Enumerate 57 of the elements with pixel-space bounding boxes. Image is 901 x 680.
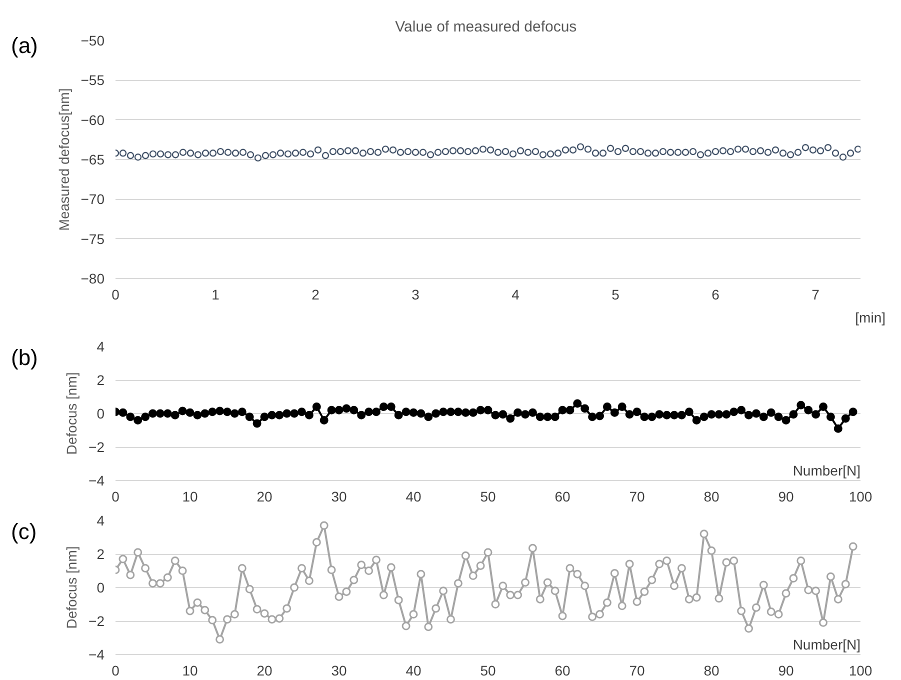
x-tick-label: 100: [848, 662, 872, 678]
x-tick-label: 70: [629, 488, 645, 504]
x-axis-title: Number[N]: [792, 462, 861, 478]
y-tick-label: 2: [96, 546, 105, 562]
y-axis-title: Defocus [nm]: [64, 546, 80, 629]
y-tick-label: 0: [96, 580, 105, 596]
x-tick-label: 5: [612, 286, 620, 302]
x-tick-label: 3: [412, 286, 420, 302]
x-tick-label: 0: [112, 662, 120, 678]
y-tick-label: −4: [88, 472, 105, 488]
x-tick-label: 1: [212, 286, 220, 302]
y-tick-label: 4: [96, 338, 105, 354]
x-tick-label: 50: [480, 488, 496, 504]
text: (b): [11, 344, 38, 372]
x-tick-label: 30: [331, 488, 347, 504]
x-tick-label: 40: [406, 488, 422, 504]
x-tick-label: 0: [112, 488, 120, 504]
x-tick-label: 60: [554, 488, 570, 504]
x-tick-label: 0: [112, 286, 120, 302]
x-tick-label: 20: [256, 488, 272, 504]
x-tick-label: 40: [406, 662, 422, 678]
y-tick-label: −55: [80, 72, 105, 88]
x-tick-label: 2: [312, 286, 320, 302]
y-tick-label: −2: [88, 439, 105, 455]
y-tick-label: −75: [80, 230, 105, 247]
x-tick-label: 20: [256, 662, 272, 678]
y-axis-title: Measured defocus[nm]: [56, 88, 72, 231]
x-tick-label: 30: [331, 662, 347, 678]
x-tick-label: 80: [704, 662, 720, 678]
x-tick-label: 80: [704, 488, 720, 504]
y-tick-label: −65: [80, 152, 105, 168]
y-tick-label: −60: [80, 112, 105, 128]
x-axis-title: [min]: [855, 310, 886, 326]
y-tick-label: −80: [80, 270, 105, 286]
x-tick-label: 90: [778, 488, 794, 504]
text: (a): [11, 32, 38, 60]
x-tick-label: 10: [182, 662, 198, 678]
y-tick-label: −4: [88, 646, 105, 662]
y-tick-label: −70: [80, 191, 105, 208]
x-tick-label: 60: [554, 662, 570, 678]
chart-title: Value of measured defocus: [395, 18, 577, 36]
x-tick-label: 4: [512, 286, 520, 302]
y-axis-title: Defocus [nm]: [64, 372, 80, 455]
y-tick-label: 2: [96, 372, 105, 388]
y-tick-label: 4: [96, 512, 105, 528]
text: (c): [11, 518, 37, 546]
x-axis-title: Number[N]: [792, 636, 861, 652]
x-tick-label: 100: [848, 488, 872, 504]
y-tick-label: −50: [80, 32, 105, 48]
x-tick-label: 7: [812, 286, 820, 302]
y-tick-label: 0: [96, 406, 105, 422]
x-tick-label: 50: [480, 662, 496, 678]
x-tick-label: 6: [712, 286, 720, 302]
x-tick-label: 10: [182, 488, 198, 504]
x-tick-label: 90: [778, 662, 794, 678]
y-tick-label: −2: [88, 613, 105, 629]
x-tick-label: 70: [629, 662, 645, 678]
